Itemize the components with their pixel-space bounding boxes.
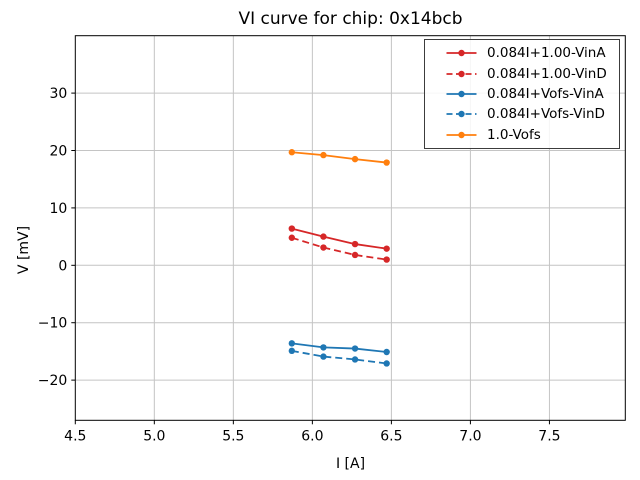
legend: 0.084I+1.00-VinA 0.084I+1.00-VinD 0.084I+V… <box>424 39 620 149</box>
data-point-marker <box>351 155 359 163</box>
legend-swatch-marker <box>458 90 465 98</box>
data-point-marker <box>351 240 359 248</box>
data-point-marker <box>383 159 390 166</box>
series-line <box>291 342 387 353</box>
data-point-marker <box>383 348 390 356</box>
data-point-marker <box>320 353 327 360</box>
legend-item: 0.084I+Vofs-VinA <box>425 84 619 104</box>
axes-spines <box>74 35 626 421</box>
legend-swatch-marker <box>458 49 465 57</box>
legend-item: 0.084I+1.00-VinD <box>425 63 619 83</box>
data-point-marker <box>351 356 359 363</box>
legend-item-label: 0.084I+1.00-VinA <box>487 45 606 62</box>
legend-item: 0.084I+1.00-VinA <box>425 43 619 63</box>
data-point-marker <box>288 340 296 347</box>
y-tick-label: 0 <box>58 258 67 274</box>
y-tick-label: 10 <box>49 201 67 217</box>
series-line <box>291 349 387 365</box>
legend-item-label: 1.0-Vofs <box>487 126 541 143</box>
y-tick-label: −10 <box>38 316 68 332</box>
series-line <box>291 151 387 164</box>
data-point-marker <box>320 233 327 240</box>
y-axis-label: V [mV] <box>16 225 32 275</box>
data-point-marker <box>383 360 390 367</box>
y-tick-label: 30 <box>49 86 67 102</box>
axis-tick-labels: 4.5 5.0 5.5 6.0 6.5 7.0 7.5 −20 −10 0 10 20 30 <box>38 86 561 444</box>
x-tick-label: 5.0 <box>143 428 165 444</box>
legend-swatch-marker <box>458 131 465 138</box>
x-tick-label: 7.0 <box>459 428 481 444</box>
axis-ticks <box>71 92 550 425</box>
data-point-marker <box>320 344 327 351</box>
legend-swatch <box>446 131 477 138</box>
y-tick-label: 20 <box>49 144 67 160</box>
x-tick-label: 6.5 <box>380 428 402 444</box>
data-point-marker <box>320 244 327 251</box>
data-point-marker <box>288 234 296 241</box>
x-tick-label: 4.5 <box>64 428 86 444</box>
data-point-marker <box>383 245 390 252</box>
x-tick-label: 5.5 <box>222 428 244 444</box>
data-point-marker <box>320 151 327 159</box>
legend-item-label: 0.084I+Vofs-VinA <box>487 85 604 102</box>
legend-swatch-marker <box>458 70 465 77</box>
x-axis-label: I [A] <box>335 456 366 472</box>
legend-swatch <box>446 70 477 77</box>
y-tick-label: −20 <box>38 373 68 389</box>
legend-item-label: 0.084I+Vofs-VinD <box>487 106 605 123</box>
plot-border <box>74 35 626 421</box>
data-point-marker <box>351 251 359 259</box>
data-point-marker <box>351 345 359 352</box>
legend-swatch <box>446 111 477 118</box>
legend-item-label: 0.084I+1.00-VinD <box>487 65 607 82</box>
x-tick-label: 6.0 <box>301 428 323 444</box>
legend-item: 1.0-Vofs <box>425 125 619 145</box>
series-line <box>291 236 387 261</box>
legend-swatch <box>446 90 477 98</box>
series-group <box>288 149 390 367</box>
data-point-marker <box>383 256 390 263</box>
series-line <box>291 227 387 250</box>
legend-swatch <box>446 49 477 57</box>
x-tick-label: 7.5 <box>538 428 560 444</box>
legend-item: 0.084I+Vofs-VinD <box>425 104 619 124</box>
legend-swatch-marker <box>458 111 465 118</box>
chart-title: VI curve for chip: 0x14bcb <box>238 9 463 29</box>
data-point-marker <box>288 225 296 232</box>
data-point-marker <box>288 149 296 156</box>
data-point-marker <box>288 347 296 355</box>
